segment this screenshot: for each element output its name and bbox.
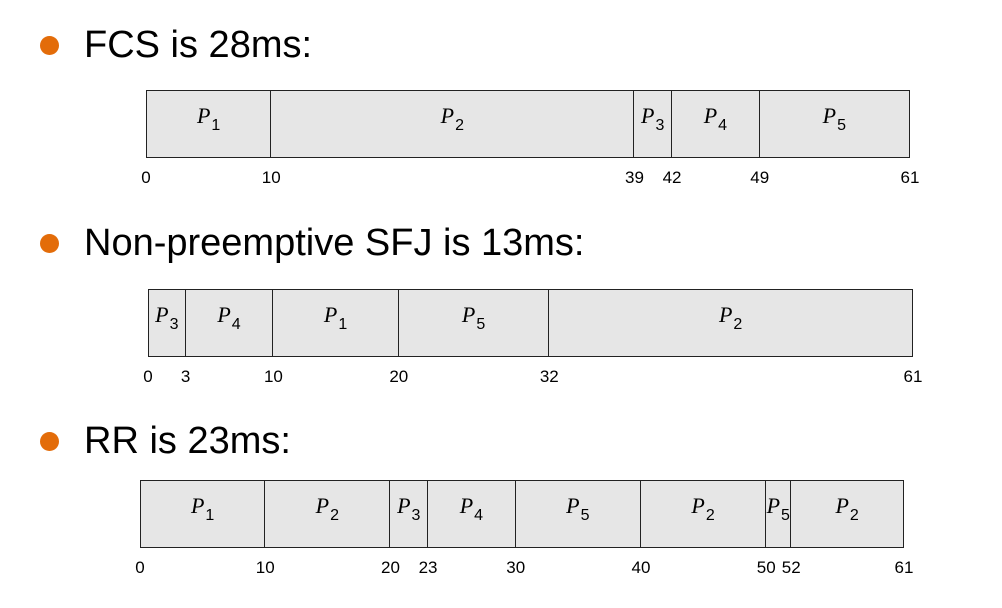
bullet-rr: RR is 23ms: — [40, 420, 291, 463]
time-tick-label: 0 — [135, 558, 145, 577]
bullet-dot — [40, 234, 59, 253]
process-label: P2 — [691, 493, 715, 524]
process-label: P4 — [703, 103, 728, 134]
time-tick-label: 10 — [263, 367, 283, 386]
time-tick-label: 49 — [750, 168, 770, 187]
gantt-chart-fcs: P1 P2 P3 P4 P5 — [146, 90, 910, 158]
process-label: P1 — [196, 103, 221, 134]
time-tick-label: 3 — [180, 367, 191, 386]
process-label: P2 — [440, 103, 465, 134]
time-tick-label: 52 — [781, 558, 801, 577]
gantt-segment-p5: P5 — [758, 90, 910, 158]
gantt-segment-p2: P2 — [264, 480, 391, 548]
gantt-segment-p2: P2 — [548, 289, 913, 357]
bullet-sjf: Non-preemptive SFJ is 13ms: — [40, 222, 585, 265]
process-label: P1 — [323, 302, 348, 333]
gantt-segment-p3: P3 — [633, 90, 673, 158]
gantt-segment-p5: P5 — [397, 289, 550, 357]
process-label: P4 — [459, 493, 484, 524]
gantt-chart-sjf: P3 P4 P1 P5 P2 — [148, 289, 913, 357]
gantt-segment-p4: P4 — [671, 90, 760, 158]
heading-fcs: FCS is 28ms: — [84, 24, 313, 66]
gantt-segment-p3: P3 — [389, 480, 429, 548]
time-tick-label: 40 — [631, 558, 651, 577]
process-label: P3 — [155, 302, 179, 333]
process-label: P5 — [822, 103, 847, 134]
process-label: P5 — [566, 493, 590, 524]
gantt-segment-p5: P5 — [514, 480, 641, 548]
gantt-segment-p1: P1 — [140, 480, 266, 548]
time-tick-label: 61 — [900, 168, 920, 187]
time-tick-label: 10 — [261, 168, 281, 187]
gantt-segment-p5: P5 — [765, 480, 792, 548]
process-label: P5 — [461, 302, 486, 333]
time-tick-label: 20 — [381, 558, 400, 577]
gantt-segment-p2: P2 — [639, 480, 767, 548]
gantt-chart-rr: P1 P2 P3 P4 P5 P2 P5 P2 — [140, 480, 904, 548]
process-label: P4 — [217, 302, 241, 333]
process-label: P1 — [190, 493, 215, 524]
process-label: P3 — [641, 103, 665, 134]
gantt-segment-p1: P1 — [272, 289, 399, 357]
heading-sjf: Non-preemptive SFJ is 13ms: — [84, 222, 585, 264]
gantt-segment-p2: P2 — [270, 90, 635, 158]
time-tick-label: 0 — [143, 367, 153, 386]
time-tick-label: 20 — [389, 367, 409, 386]
process-label: P2 — [835, 493, 859, 524]
time-tick-label: 30 — [506, 558, 526, 577]
time-tick-label: 10 — [255, 558, 275, 577]
time-tick-label: 32 — [539, 367, 559, 386]
gantt-segment-p4: P4 — [427, 480, 516, 548]
time-tick-label: 0 — [141, 168, 151, 187]
bullet-dot — [40, 432, 59, 451]
time-tick-label: 61 — [903, 367, 923, 386]
bullet-dot — [40, 36, 59, 55]
time-tick-label: 39 — [624, 168, 644, 187]
time-tick-label: 23 — [418, 558, 438, 577]
process-label: P3 — [397, 493, 421, 524]
bullet-fcs: FCS is 28ms: — [40, 24, 312, 67]
process-label: P2 — [718, 302, 743, 333]
time-tick-label: 61 — [894, 558, 914, 577]
gantt-segment-p4: P4 — [184, 289, 274, 357]
gantt-segment-p1: P1 — [146, 90, 272, 158]
time-tick-label: 50 — [756, 558, 776, 577]
heading-rr: RR is 23ms: — [84, 420, 291, 462]
process-label: P5 — [766, 493, 790, 524]
gantt-segment-p3: P3 — [148, 289, 186, 357]
gantt-segment-p2: P2 — [790, 480, 904, 548]
time-tick-label: 42 — [662, 168, 682, 187]
process-label: P2 — [315, 493, 340, 524]
